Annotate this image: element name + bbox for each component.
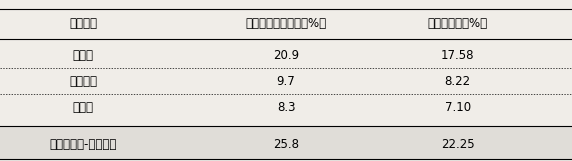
Text: 17.58: 17.58 bbox=[441, 49, 474, 62]
Text: 8.3: 8.3 bbox=[277, 101, 295, 114]
Bar bbox=[0, 126, 572, 159]
Text: 超声波法: 超声波法 bbox=[69, 75, 97, 88]
Text: 微波法: 微波法 bbox=[73, 101, 93, 114]
Text: 20.9: 20.9 bbox=[273, 49, 299, 62]
Text: 7.10: 7.10 bbox=[444, 101, 471, 114]
Text: 酶解法: 酶解法 bbox=[73, 49, 93, 62]
Text: 蛋白质含量（%）: 蛋白质含量（%） bbox=[427, 17, 488, 30]
Text: 8.22: 8.22 bbox=[444, 75, 471, 88]
Text: 本发明的酶-超声波法: 本发明的酶-超声波法 bbox=[49, 138, 117, 151]
Text: 22.25: 22.25 bbox=[441, 138, 474, 151]
Text: 提取方法: 提取方法 bbox=[69, 17, 97, 30]
Text: 25.8: 25.8 bbox=[273, 138, 299, 151]
Text: 可溶性固形物含量（%）: 可溶性固形物含量（%） bbox=[245, 17, 327, 30]
Text: 9.7: 9.7 bbox=[277, 75, 295, 88]
